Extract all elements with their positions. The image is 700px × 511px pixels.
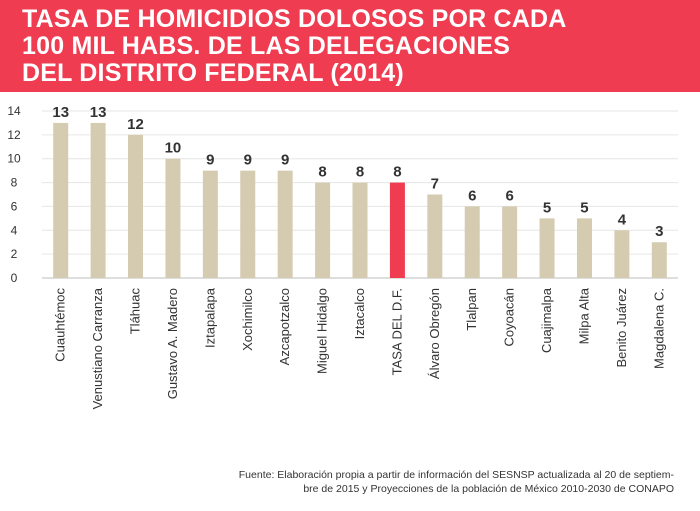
bar [464,206,480,278]
bar [202,170,218,278]
y-tick-label: 14 [7,104,21,118]
y-tick-label: 0 [11,271,18,285]
x-tick-label: Magdalena C. [651,288,666,369]
bar [651,242,667,278]
x-axis-ticks: Cuauhtémoc Venustiano Carranza Tláhuac Gust… [53,287,667,409]
bar [53,122,69,278]
data-label: 5 [580,199,588,216]
x-tick-label: Miguel Hidalgo [315,288,330,374]
data-label: 4 [618,211,627,228]
data-label: 9 [206,152,214,169]
x-tick-label: TASA DEL D.F. [389,288,404,375]
source-line-2: bre de 2015 y Proyecciones de la poblaci… [303,483,674,495]
bar-chart: 0 2 4 6 8 10 12 14 13 13 12 10 9 9 9 8 8 8 7 6 6 5 5 4 3 Cuauht… [7,104,678,409]
x-tick-label: Cuauhtémoc [53,288,68,362]
data-label: 7 [431,176,439,193]
source-note: Fuente: Elaboración propia a partir de i… [204,468,674,496]
data-labels: 13 13 12 10 9 9 9 8 8 8 7 6 6 5 5 4 3 [52,104,663,240]
x-tick-label: Iztacalco [352,288,367,339]
bar [165,158,181,278]
x-tick-label: Venustiano Carranza [90,287,105,409]
x-tick-label: Benito Juárez [614,288,629,368]
y-axis-ticks: 0 2 4 6 8 10 12 14 [7,104,21,285]
y-tick-label: 10 [7,152,21,166]
data-label: 3 [655,223,663,240]
data-label: 6 [468,187,476,204]
bar [427,194,443,278]
bar [576,218,592,278]
title-banner: TASA DE HOMICIDIOS DOLOSOS POR CADA 100 … [0,0,700,92]
data-label: 9 [281,152,289,169]
y-tick-label: 8 [11,176,18,190]
data-label: 12 [127,116,144,133]
source-line-1: Fuente: Elaboración propia a partir de i… [238,469,674,481]
data-label: 8 [318,164,326,181]
y-tick-label: 4 [11,223,18,237]
x-tick-label: Xochimilco [240,288,255,351]
bar [614,230,630,278]
y-tick-label: 12 [7,128,21,142]
bar [240,170,256,278]
data-label: 8 [393,164,401,181]
data-label: 8 [356,164,364,181]
data-label: 6 [505,187,513,204]
x-tick-label: Gustavo A. Madero [165,288,180,399]
data-label: 10 [165,140,182,157]
x-tick-label: Coyoacán [502,288,517,347]
data-label: 9 [244,152,252,169]
data-label: 5 [543,199,551,216]
bar [90,122,106,278]
y-tick-label: 6 [11,199,18,213]
bar [315,182,331,278]
data-label: 13 [52,104,69,121]
bars [53,122,667,278]
x-tick-label: Tláhuac [128,288,143,335]
x-tick-label: Cuajimalpa [539,287,554,353]
bar-highlight [389,182,405,278]
chart-title-line-1: TASA DE HOMICIDIOS DOLOSOS POR CADA [22,5,567,33]
chart-title-line-3: DEL DISTRITO FEDERAL (2014) [22,59,404,87]
bar [352,182,368,278]
x-tick-label: Milpa Alta [576,287,591,344]
bar [539,218,555,278]
y-tick-label: 2 [11,247,18,261]
chart-title-line-2: 100 MIL HABS. DE LAS DELEGACIONES [22,32,511,60]
x-tick-label: Azcapotzalco [277,288,292,365]
bar [128,134,144,278]
x-tick-label: Tlalpan [464,288,479,331]
x-tick-label: Iztapalapa [202,287,217,348]
bar [502,206,518,278]
data-label: 13 [90,104,107,121]
bar [277,170,293,278]
x-tick-label: Álvaro Obregón [427,288,442,379]
